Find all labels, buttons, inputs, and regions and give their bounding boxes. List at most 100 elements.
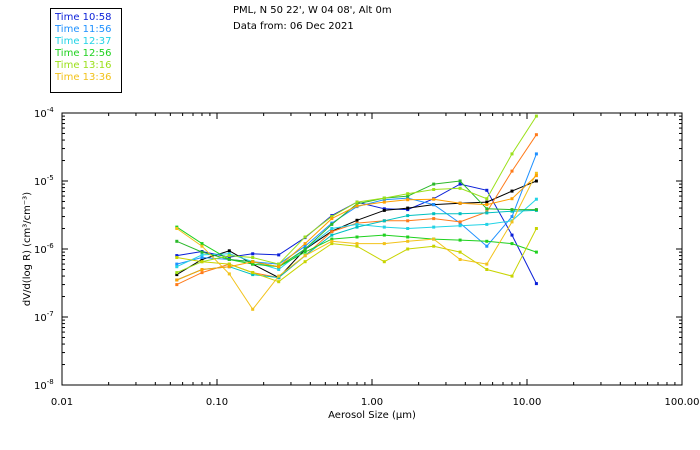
data-point xyxy=(330,230,334,234)
data-point xyxy=(458,182,462,186)
data-point xyxy=(534,174,538,178)
data-point xyxy=(406,196,410,200)
data-point xyxy=(510,233,514,237)
data-point xyxy=(303,244,307,248)
data-point xyxy=(330,217,334,221)
x-tick-label: 0.10 xyxy=(206,397,228,408)
y-tick-exponent: -6 xyxy=(47,242,55,250)
data-point xyxy=(355,244,359,248)
series-group xyxy=(175,174,538,282)
y-tick-base: 10 xyxy=(34,313,47,324)
data-point xyxy=(355,235,359,239)
data-point xyxy=(200,271,204,275)
data-point xyxy=(251,307,255,311)
data-point xyxy=(406,235,410,239)
data-point xyxy=(485,197,489,201)
data-point xyxy=(458,201,462,205)
plot-frame xyxy=(61,112,683,386)
data-point xyxy=(406,219,410,223)
data-point xyxy=(303,250,307,254)
data-point xyxy=(227,265,231,269)
data-point xyxy=(330,227,334,230)
data-point xyxy=(175,262,179,266)
series-group xyxy=(175,171,538,311)
data-point xyxy=(485,200,489,204)
data-point xyxy=(200,258,204,261)
data-point xyxy=(175,265,179,269)
data-point xyxy=(432,188,436,191)
data-point xyxy=(303,242,307,246)
data-point xyxy=(382,198,386,202)
data-point xyxy=(406,239,410,243)
data-point xyxy=(510,197,514,201)
y-tick-base: 10 xyxy=(34,245,47,256)
data-point xyxy=(277,253,281,257)
data-point xyxy=(458,220,462,224)
data-point xyxy=(510,152,514,156)
data-point xyxy=(458,179,462,183)
series-group xyxy=(175,152,538,266)
data-point xyxy=(534,227,538,230)
data-point xyxy=(330,215,334,219)
data-point xyxy=(355,225,359,229)
data-point xyxy=(303,247,307,251)
y-tick-base: 10 xyxy=(34,109,47,120)
data-point xyxy=(534,197,538,201)
data-point xyxy=(485,268,489,271)
data-point xyxy=(510,209,514,213)
data-point xyxy=(432,244,436,248)
data-point xyxy=(382,208,386,212)
data-point xyxy=(458,224,462,228)
data-point xyxy=(175,283,179,287)
data-point xyxy=(382,196,386,200)
data-point xyxy=(251,262,255,266)
data-point xyxy=(534,179,538,183)
data-point xyxy=(485,203,489,207)
series-group xyxy=(175,114,538,275)
data-point xyxy=(251,260,255,264)
legend-item-6: Time 13:36 xyxy=(55,72,112,83)
data-point xyxy=(534,282,538,286)
data-point xyxy=(534,208,538,212)
data-point xyxy=(303,235,307,239)
x-tick-label: 10.00 xyxy=(513,397,542,408)
data-point xyxy=(510,215,514,219)
data-point xyxy=(432,197,436,201)
data-point xyxy=(175,273,179,277)
data-point xyxy=(200,244,204,248)
chart-header-date: Data from: 06 Dec 2021 xyxy=(233,21,354,32)
data-point xyxy=(510,220,514,224)
data-point xyxy=(406,206,410,210)
data-point xyxy=(485,262,489,266)
data-point xyxy=(382,219,386,223)
data-point xyxy=(406,247,410,251)
data-point xyxy=(330,222,334,226)
legend-item-2: Time 11:56 xyxy=(55,24,112,35)
y-tick-label: 10-7 xyxy=(34,310,54,324)
data-point xyxy=(406,198,410,202)
data-point xyxy=(432,182,436,186)
data-point xyxy=(510,242,514,246)
data-point xyxy=(534,133,538,137)
legend-box: Time 10:58 Time 11:56 Time 12:37 Time 12… xyxy=(50,8,122,93)
data-point xyxy=(534,114,538,118)
data-point xyxy=(175,278,179,282)
data-point xyxy=(406,194,410,198)
data-point xyxy=(382,207,386,211)
data-point xyxy=(227,254,231,258)
y-tick-label: 10-5 xyxy=(34,174,54,188)
data-point xyxy=(200,260,204,264)
data-point xyxy=(355,222,359,226)
legend-item-3: Time 12:37 xyxy=(55,36,112,47)
series-line xyxy=(176,183,537,284)
data-point xyxy=(406,192,410,196)
data-point xyxy=(330,242,334,246)
data-point xyxy=(355,200,359,204)
data-point xyxy=(200,250,204,254)
data-point xyxy=(277,268,281,271)
data-point xyxy=(355,218,359,222)
data-point xyxy=(277,265,281,269)
legend-item-4: Time 12:56 xyxy=(55,48,112,59)
data-point xyxy=(510,169,514,173)
